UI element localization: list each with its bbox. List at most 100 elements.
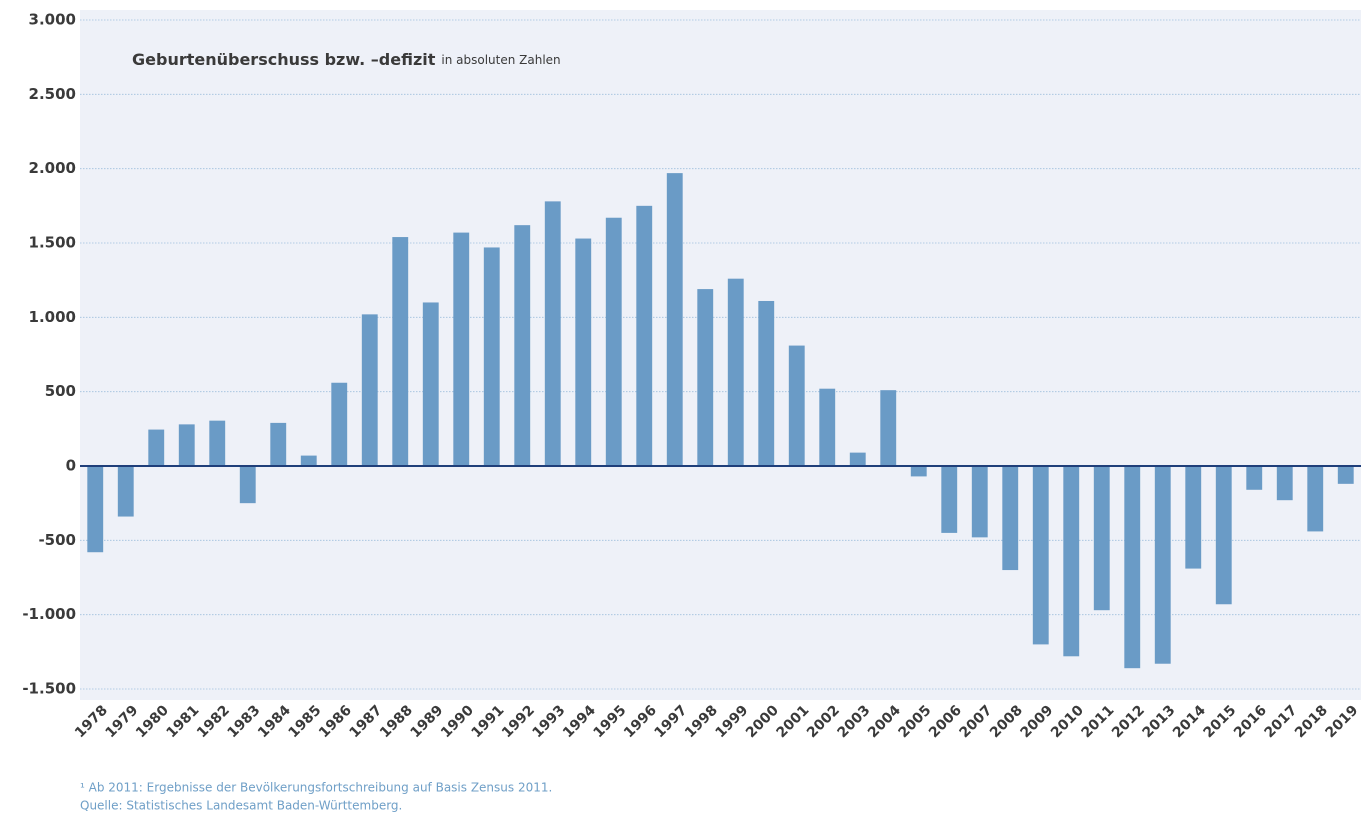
title: Geburtenüberschuss bzw. –defizit [132,50,436,69]
bar [910,466,927,477]
x-tick-label: 1979 [103,702,142,741]
bar [514,225,531,466]
x-tick-label: 2019 [1323,702,1361,741]
y-tick-label: 0 [66,457,76,475]
x-tick-label: 2017 [1262,702,1301,741]
bar [148,429,165,466]
bar [697,289,714,466]
y-tick-label: -1.500 [22,680,76,698]
x-tick-label: 1994 [560,702,599,741]
bar [1124,466,1141,669]
subtitle: in absoluten Zahlen [441,53,560,67]
x-tick-label: 1978 [72,702,111,741]
y-tick-label: 1.000 [29,308,76,326]
bar [422,302,439,466]
bar [971,466,988,538]
x-tick-label: 1988 [377,702,416,741]
x-tick-label: 1995 [591,702,630,741]
bar [1246,466,1263,490]
bar [1063,466,1080,657]
bar [483,247,500,466]
y-tick-label: 2.000 [29,159,76,177]
bar [1154,466,1171,664]
x-tick-label: 2018 [1292,702,1331,741]
x-tick-label: 2006 [926,702,965,741]
x-tick-label: 1989 [408,702,447,741]
bar [941,466,958,533]
x-tick-label: 1985 [286,702,325,741]
bar [666,173,683,467]
bar [1185,466,1202,569]
x-tick-label: 1984 [255,702,294,741]
bar [331,382,348,466]
x-tick-label: 2013 [1140,702,1179,741]
x-tick-label: 2009 [1018,702,1057,741]
bar [636,205,653,467]
x-tick-label: 2012 [1109,702,1148,741]
bar [270,422,287,466]
x-tick-label: 2008 [987,702,1026,741]
x-tick-label: 2015 [1201,702,1240,741]
x-tick-label: 1996 [621,702,660,741]
x-tick-label: 2010 [1048,702,1087,741]
footnote: ¹ Ab 2011: Ergebnisse der Bevölkerungsfo… [80,781,552,795]
bar [87,466,104,553]
x-tick-label: 1983 [225,702,264,741]
x-tick-label: 2016 [1231,702,1270,741]
x-tick-label: 1998 [682,702,721,741]
x-tick-label: 2004 [865,702,904,741]
x-tick-label: 1986 [316,702,355,741]
bar [788,345,805,466]
y-tick-label: 500 [45,382,76,400]
x-tick-label: 1980 [133,702,172,741]
bar [1215,466,1232,605]
bar [605,217,622,466]
bar [178,424,195,466]
bar [575,238,592,466]
bar [209,420,226,466]
x-tick-label: 1997 [652,702,691,741]
x-tick-label: 2007 [957,702,996,741]
bar [239,466,256,504]
bar [1093,466,1110,611]
x-tick-label: 2014 [1170,702,1209,741]
bar [361,314,378,466]
x-tick-label: 2002 [804,702,843,741]
x-tick-label: 2000 [743,702,782,741]
bar [117,466,134,517]
x-tick-label: 2011 [1079,702,1118,741]
chart-title: Geburtenüberschuss bzw. –defizit in absol… [132,50,561,69]
bar [453,232,470,466]
x-tick-label: 1993 [530,702,569,741]
x-tick-label: 1992 [499,702,538,741]
x-tick-label: 2001 [774,702,813,741]
bar [849,452,866,466]
x-tick-label: 1982 [194,702,233,741]
plot-background [80,10,1361,700]
x-tick-label: 1990 [438,702,477,741]
bar [1337,466,1354,484]
x-tick-label: 2003 [835,702,874,741]
x-tick-label: 1987 [347,702,386,741]
x-tick-label: 1981 [164,702,203,741]
y-tick-label: 3.000 [29,11,76,29]
source: Quelle: Statistisches Landesamt Baden-Wü… [80,799,402,813]
bar [819,388,836,466]
y-tick-label: -1.000 [22,605,76,623]
y-tick-label: -500 [38,531,76,549]
bar [1276,466,1293,501]
x-tick-label: 1991 [469,702,508,741]
bar [758,300,775,466]
x-tick-label: 1999 [713,702,752,741]
bar [1032,466,1049,645]
bar [880,390,897,466]
bar [1002,466,1019,571]
y-tick-label: 1.500 [29,234,76,252]
x-tick-label: 2005 [896,702,935,741]
bar [392,237,409,466]
bar [300,455,317,466]
bar [544,201,561,466]
bar [727,278,744,466]
y-tick-label: 2.500 [29,85,76,103]
